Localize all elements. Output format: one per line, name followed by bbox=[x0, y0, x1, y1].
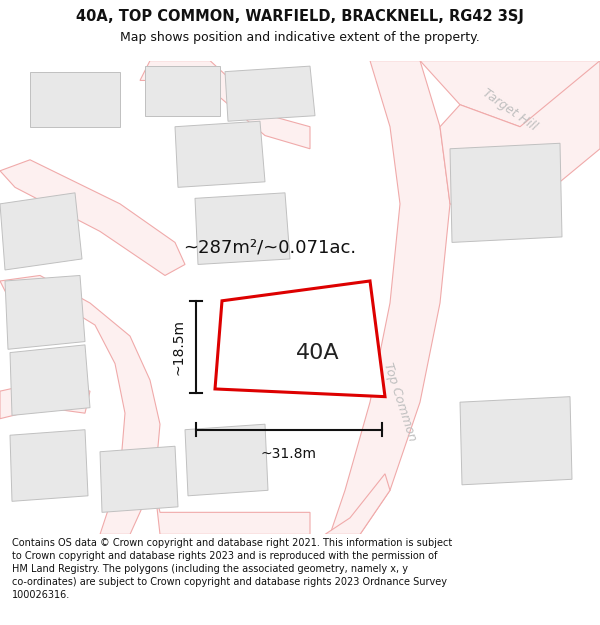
Polygon shape bbox=[10, 345, 90, 416]
Polygon shape bbox=[450, 143, 562, 242]
Text: ~31.8m: ~31.8m bbox=[261, 447, 317, 461]
Polygon shape bbox=[0, 160, 185, 276]
Polygon shape bbox=[0, 380, 90, 419]
Polygon shape bbox=[420, 61, 600, 149]
Polygon shape bbox=[0, 276, 160, 534]
Text: ~18.5m: ~18.5m bbox=[171, 319, 185, 375]
Polygon shape bbox=[215, 281, 385, 397]
Polygon shape bbox=[440, 61, 600, 215]
Polygon shape bbox=[195, 193, 290, 264]
Polygon shape bbox=[325, 474, 390, 534]
Text: 40A, TOP COMMON, WARFIELD, BRACKNELL, RG42 3SJ: 40A, TOP COMMON, WARFIELD, BRACKNELL, RG… bbox=[76, 9, 524, 24]
Polygon shape bbox=[5, 276, 85, 349]
Text: 40A: 40A bbox=[296, 343, 340, 363]
Polygon shape bbox=[460, 397, 572, 485]
Text: ~287m²/~0.071ac.: ~287m²/~0.071ac. bbox=[184, 239, 356, 257]
Polygon shape bbox=[10, 430, 88, 501]
Polygon shape bbox=[225, 66, 315, 121]
Polygon shape bbox=[185, 424, 268, 496]
Polygon shape bbox=[140, 61, 310, 149]
Polygon shape bbox=[330, 61, 450, 534]
Text: Top Common: Top Common bbox=[381, 361, 419, 443]
Polygon shape bbox=[30, 72, 120, 127]
Polygon shape bbox=[145, 66, 220, 116]
Polygon shape bbox=[155, 490, 310, 534]
Polygon shape bbox=[100, 446, 178, 512]
Text: Map shows position and indicative extent of the property.: Map shows position and indicative extent… bbox=[120, 31, 480, 44]
Text: Target Hill: Target Hill bbox=[480, 87, 540, 134]
Polygon shape bbox=[0, 193, 82, 270]
Text: Contains OS data © Crown copyright and database right 2021. This information is : Contains OS data © Crown copyright and d… bbox=[12, 538, 452, 600]
Polygon shape bbox=[175, 121, 265, 188]
